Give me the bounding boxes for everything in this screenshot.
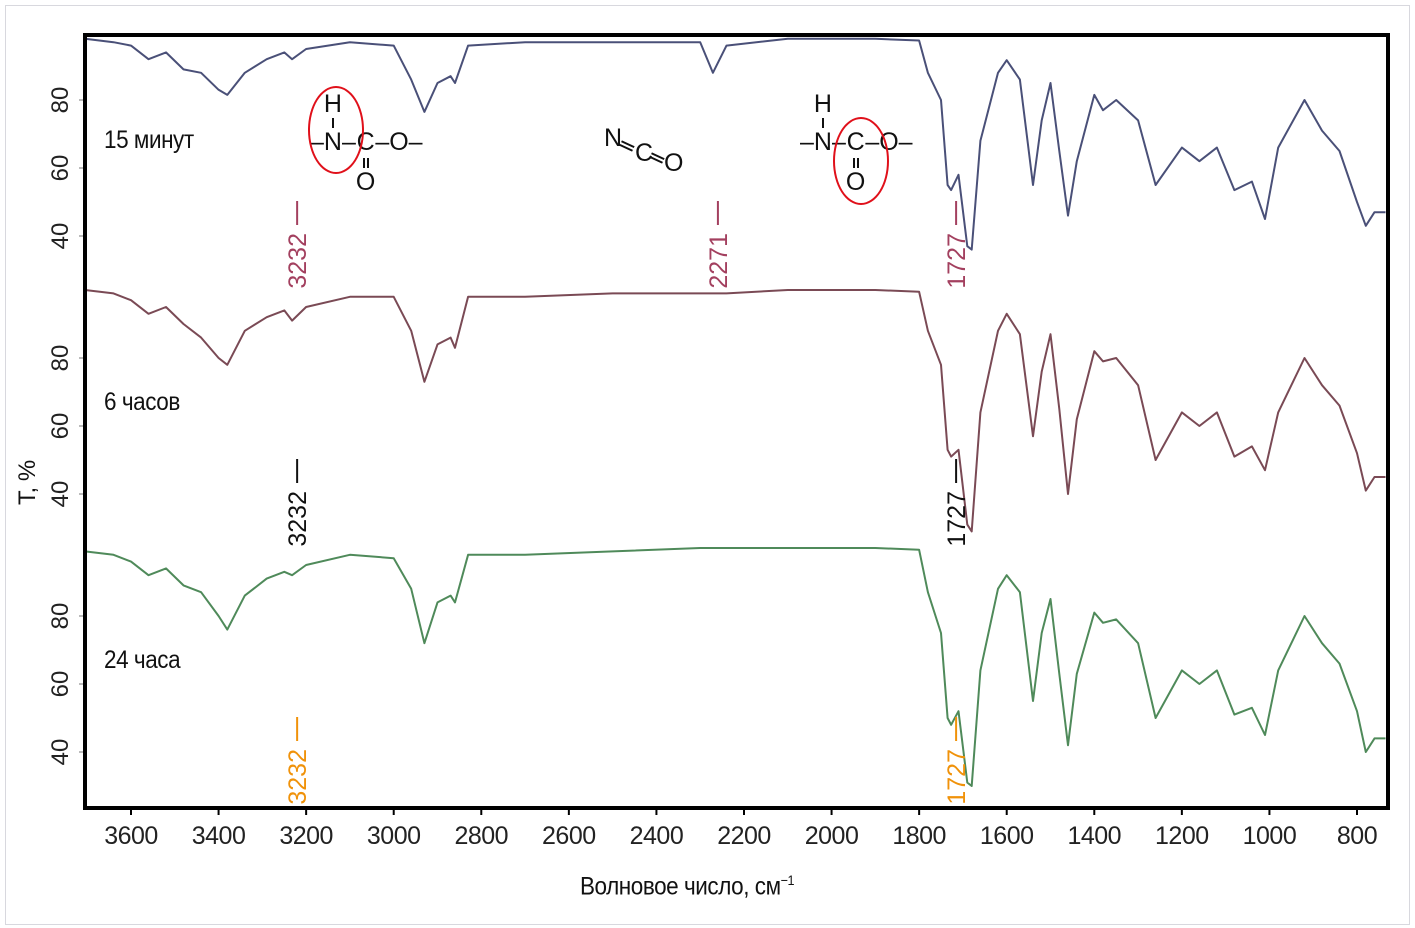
x-tick-label: 1000 (1243, 822, 1297, 850)
y-tick-label: 60 (47, 155, 74, 182)
double-bond (362, 158, 369, 168)
x-tick-label: 1400 (1067, 822, 1121, 850)
series-line-3 (84, 547, 1386, 787)
series-label-24h: 24 часа (104, 646, 181, 674)
series-line-2 (84, 289, 1386, 533)
y-tick-label: 60 (47, 671, 74, 698)
y-tick-label: 60 (47, 413, 74, 440)
peak-label-2271: 2271 (705, 233, 733, 289)
peak-label-3232: 3232 (284, 491, 312, 547)
series-label-15min: 15 минут (104, 126, 194, 154)
atom-h: H (813, 90, 832, 118)
x-axis-label-sup: −1 (780, 872, 795, 888)
x-tick-label: 1800 (892, 822, 946, 850)
peak-label-1727: 1727 (943, 233, 971, 289)
y-tick-label: 80 (47, 345, 74, 372)
x-tick-label: 3000 (367, 822, 421, 850)
x-tick-label: 3200 (279, 822, 333, 850)
atom-n: N (604, 124, 623, 152)
series-label-6h: 6 часов (104, 388, 180, 416)
atom-o-double: O (355, 168, 376, 196)
x-tick-label: 800 (1337, 822, 1377, 850)
y-tick-label: 40 (47, 739, 74, 766)
y-tick-label: 80 (47, 87, 74, 114)
single-bond (821, 118, 824, 128)
x-axis-label-text: Волновое число, см (580, 872, 781, 901)
plot-frame (83, 33, 1390, 810)
peak-label-1727: 1727 (943, 491, 971, 547)
atom-o: O (664, 149, 684, 177)
atom-c: C (635, 139, 654, 167)
peak-label-3232: 3232 (284, 749, 312, 805)
peak-label-1727: 1727 (943, 749, 971, 805)
peak-label-3232: 3232 (284, 233, 312, 289)
series-line-1 (84, 37, 1386, 251)
x-tick-label: 2200 (717, 822, 771, 850)
highlight-ellipse-nh (308, 86, 364, 174)
highlight-ellipse-co (833, 117, 889, 205)
figure-frame (5, 5, 1410, 925)
x-tick-label: 2400 (630, 822, 684, 850)
x-tick-label: 2800 (454, 822, 508, 850)
x-tick-label: 2600 (542, 822, 596, 850)
y-axis-label: T, % (14, 460, 41, 505)
x-tick-label: 3400 (192, 822, 246, 850)
y-tick-label: 40 (47, 481, 74, 508)
atom-o-chain: –O– (375, 128, 423, 156)
x-tick-label: 3600 (104, 822, 158, 850)
x-tick-label: 2000 (805, 822, 859, 850)
x-tick-label: 1600 (980, 822, 1034, 850)
y-tick-label: 80 (47, 603, 74, 630)
x-axis-label: Волновое число, см−1 (580, 872, 795, 901)
y-tick-label: 40 (47, 223, 74, 250)
x-tick-label: 1200 (1155, 822, 1209, 850)
